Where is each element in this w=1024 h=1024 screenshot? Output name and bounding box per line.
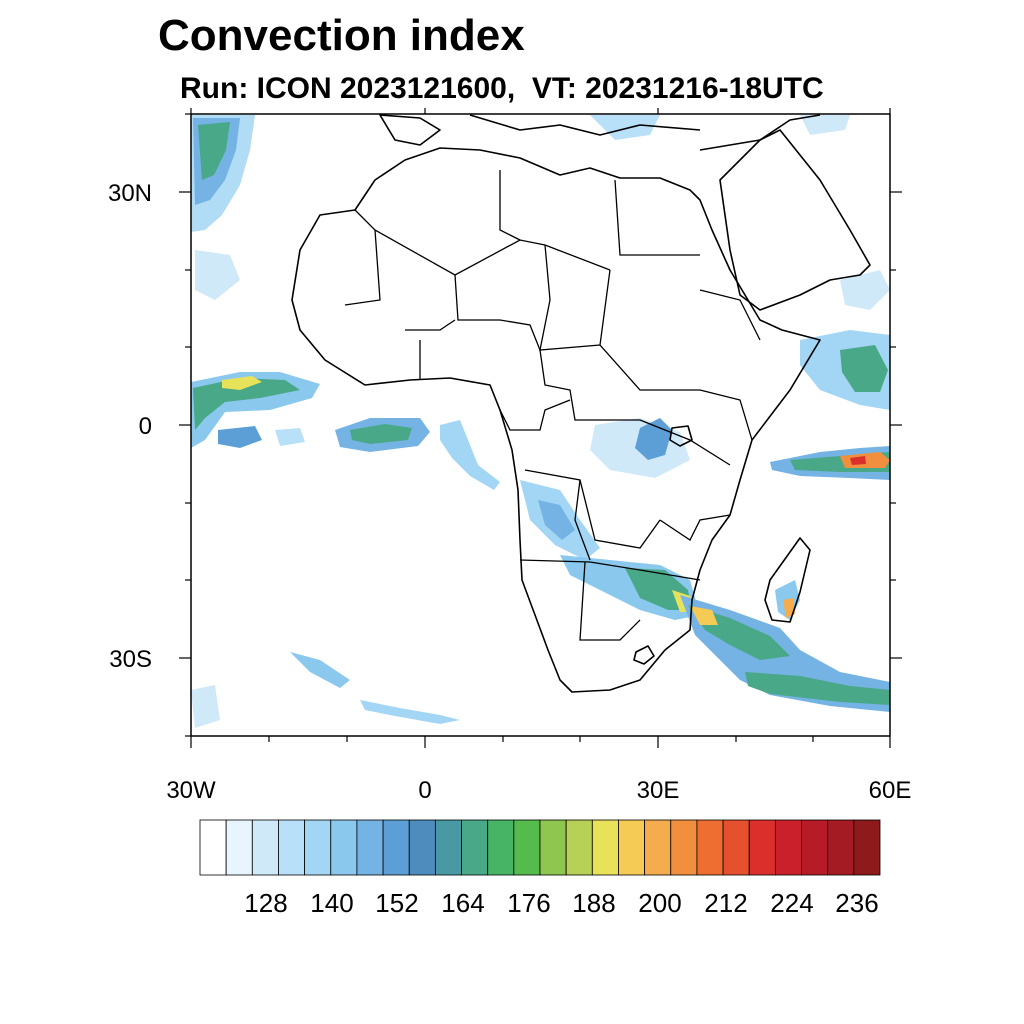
colorbar-label-128: 128 <box>244 888 287 918</box>
lon-label-0: 0 <box>418 777 431 804</box>
border-11 <box>639 419 731 466</box>
colorbar-box <box>565 819 593 876</box>
border-12 <box>524 469 661 549</box>
lon-label-30e: 30E <box>637 777 680 804</box>
border-5 <box>539 244 601 351</box>
convection-arabian-upper <box>840 270 890 310</box>
map-subtitle: Run: ICON 2023121600, VT: 20231216-18UTC <box>180 72 824 105</box>
convection-eq-atlantic-hot <box>222 376 262 390</box>
colorbar-box <box>748 819 776 876</box>
convection-nw-atlantic-speckle <box>195 250 240 300</box>
convection-madagascar-hot <box>783 598 795 618</box>
convection-south-atlantic-3 <box>191 685 220 728</box>
convection-arabian-sea-core <box>840 345 888 392</box>
border-9 <box>699 289 761 341</box>
lat-label-30s: 30S <box>109 646 152 673</box>
lon-ticks <box>190 108 891 748</box>
colorbar-box <box>434 819 462 876</box>
convection-top-right <box>800 115 850 135</box>
colorbar-box <box>618 819 646 876</box>
colorbar-label-212: 212 <box>704 888 747 918</box>
colorbar-box <box>801 819 829 876</box>
colorbar-label-164: 164 <box>441 888 484 918</box>
colorbar-box <box>644 819 672 876</box>
convection-field <box>191 115 890 728</box>
colorbar-box <box>670 819 698 876</box>
convection-mediterranean <box>590 115 660 140</box>
convection-angola-core <box>538 500 575 540</box>
middle-east-top <box>699 114 821 151</box>
border-6 <box>599 269 700 391</box>
colorbar-label-236: 236 <box>835 888 878 918</box>
convection-sw-indian-hot <box>690 606 718 625</box>
colorbar-label-140: 140 <box>310 888 353 918</box>
colorbar-box <box>461 819 489 876</box>
convection-south-atlantic-1 <box>290 652 350 688</box>
border-17 <box>405 319 456 331</box>
convection-eq-atlantic-blob3-core <box>350 424 412 444</box>
colorbar-box <box>382 819 410 876</box>
convection-nw-atlantic-core2 <box>198 122 230 180</box>
colorbar-box <box>330 819 358 876</box>
border-13 <box>519 559 701 581</box>
colorbar-box <box>278 819 306 876</box>
convection-small-1 <box>275 428 305 446</box>
lesotho <box>633 645 655 665</box>
lake-victoria <box>669 425 693 447</box>
convection-gulf <box>440 420 500 490</box>
lon-label-30w: 30W <box>166 777 216 804</box>
border-8 <box>539 349 640 421</box>
border-1 <box>344 209 381 306</box>
colorbar-label-176: 176 <box>507 888 550 918</box>
lat-label-30n: 30N <box>108 180 152 207</box>
colorbar-box <box>225 819 253 876</box>
colorbar-box <box>513 819 541 876</box>
lat-ticks <box>179 113 902 737</box>
coastlines <box>291 114 871 693</box>
colorbar-box <box>539 819 567 876</box>
colorbar-box <box>853 819 881 876</box>
convection-eq-atlantic-core <box>193 378 300 430</box>
arabia <box>719 129 871 311</box>
colorbar-box <box>199 819 227 876</box>
border-3 <box>499 170 521 241</box>
colorbar-label-188: 188 <box>572 888 615 918</box>
colorbar-label-200: 200 <box>638 888 681 918</box>
border-7 <box>454 274 541 351</box>
lon-label-60e: 60E <box>869 777 912 804</box>
colorbar-box <box>487 819 515 876</box>
country-borders <box>344 170 761 641</box>
border-16 <box>659 514 731 541</box>
colorbar-box <box>591 819 619 876</box>
colorbar-label-152: 152 <box>375 888 418 918</box>
colorbar-box <box>356 819 384 876</box>
europe-top <box>469 114 701 136</box>
map-title: Convection index <box>158 11 525 60</box>
colorbar-box <box>304 819 332 876</box>
colorbar-box <box>408 819 436 876</box>
colorbar-box <box>827 819 855 876</box>
colorbar-label-224: 224 <box>770 888 813 918</box>
convection-south-atlantic-2 <box>360 700 460 724</box>
colorbar-box <box>774 819 802 876</box>
convection-sw-indian-tail <box>745 672 890 705</box>
colorbar <box>199 819 881 876</box>
lat-label-0: 0 <box>139 413 152 440</box>
border-10 <box>699 389 753 441</box>
convection-eq-atlantic-blob2 <box>218 426 262 448</box>
iberia <box>379 114 441 146</box>
africa-coastline <box>291 147 821 693</box>
border-15 <box>579 561 641 641</box>
convection-zambezi-core <box>625 568 692 610</box>
colorbar-box <box>251 819 279 876</box>
border-14 <box>574 479 591 561</box>
colorbar-box <box>696 819 724 876</box>
madagascar <box>764 537 811 623</box>
border-19 <box>499 399 571 431</box>
colorbar-box <box>722 819 750 876</box>
convection-east-indian-red <box>850 456 866 465</box>
map-panel <box>191 114 890 736</box>
border-4 <box>614 179 700 256</box>
